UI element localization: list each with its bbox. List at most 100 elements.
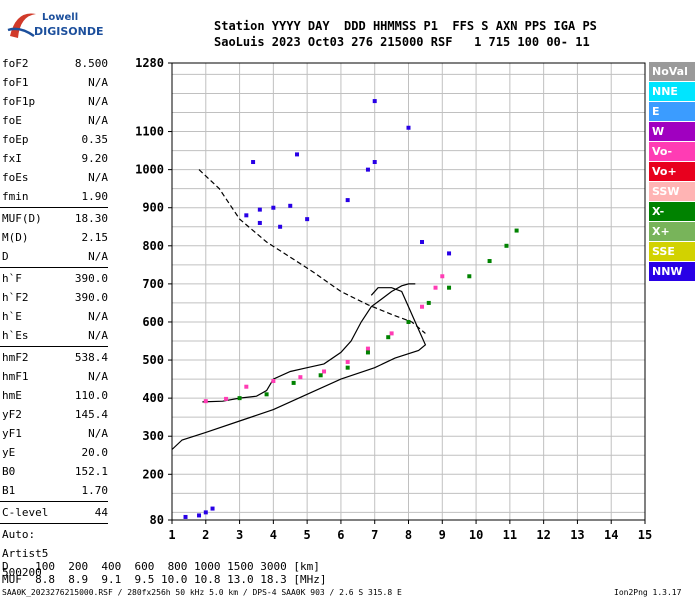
echo-point-echoes-x (264, 392, 269, 397)
y-tick-label: 1280 (135, 56, 164, 70)
auto-scaling-l3: 500200 (0, 563, 112, 582)
x-tick-label: 1 (168, 528, 175, 542)
param-row: h`Es N/A (0, 326, 112, 345)
lowell-digisonde-logo: Lowell DIGISONDE (6, 6, 106, 46)
param-separator (0, 501, 108, 502)
x-tick-label: 15 (638, 528, 652, 542)
param-row: h`E N/A (0, 307, 112, 326)
echo-point-echoes-far (372, 160, 377, 165)
echo-point-echoes-far (288, 203, 293, 208)
param-row: B0 152.1 (0, 462, 112, 481)
echo-point-echoes-x (514, 228, 519, 233)
legend-item-vo: Vo- (649, 142, 695, 161)
param-name: foEs (2, 171, 29, 184)
param-value: N/A (88, 370, 108, 383)
legend-item-vo: Vo+ (649, 162, 695, 181)
param-name: C-level (2, 506, 49, 519)
echo-point-echoes-far (372, 99, 377, 104)
param-value: 1.70 (81, 484, 109, 497)
param-row: foF1 N/A (0, 73, 112, 92)
distance-row: D 100 200 400 600 800 1000 1500 3000 [km… (2, 560, 320, 573)
x-tick-label: 4 (270, 528, 277, 542)
echo-point-echoes-x (345, 365, 350, 370)
auto-text: Artist5 (2, 547, 49, 560)
param-row: h`F 390.0 (0, 269, 112, 288)
y-tick-label: 700 (142, 277, 164, 291)
version-info: Ion2Png 1.3.17 (614, 588, 682, 597)
echo-point-echoes-o (389, 331, 394, 336)
param-value: N/A (88, 76, 108, 89)
echo-point-echoes-far (345, 198, 350, 203)
param-name: MUF(D) (2, 212, 42, 225)
param-row: hmF1 N/A (0, 367, 112, 386)
param-value: 152.1 (74, 465, 108, 478)
param-value: 538.4 (74, 351, 108, 364)
echo-point-echoes-far (406, 125, 411, 130)
auto-text: 500200 (2, 566, 42, 579)
param-value: N/A (88, 95, 108, 108)
x-tick-label: 9 (439, 528, 446, 542)
legend-item-x: X+ (649, 222, 695, 241)
logo-line1: Lowell (42, 12, 79, 23)
x-tick-label: 7 (371, 528, 378, 542)
echo-point-echoes-o (365, 346, 370, 351)
echo-point-echoes-far (203, 510, 208, 515)
y-tick-label: 1100 (135, 125, 164, 139)
echo-point-echoes-far (295, 152, 300, 157)
param-name: fxI (2, 152, 22, 165)
logo-swirl-icon (7, 13, 36, 38)
param-separator (0, 346, 108, 347)
param-name: yF2 (2, 408, 22, 421)
echo-point-echoes-x (447, 285, 452, 290)
param-name: B0 (2, 465, 16, 478)
param-row: foEs N/A (0, 168, 112, 187)
echo-point-echoes-x (426, 300, 431, 305)
param-name: hmF2 (2, 351, 29, 364)
param-row: fxI 9.20 (0, 149, 112, 168)
param-name: h`Es (2, 329, 29, 342)
param-row: h`F2 390.0 (0, 288, 112, 307)
legend-item-e: E (649, 102, 695, 121)
param-separator (0, 523, 108, 524)
file-info: SAA0K_2023276215000.RSF / 280fx256h 50 k… (2, 588, 402, 597)
param-name: h`F2 (2, 291, 29, 304)
echo-point-echoes-far (210, 506, 215, 511)
logo-line2: DIGISONDE (34, 25, 104, 38)
param-value: 390.0 (74, 272, 108, 285)
echo-point-echoes-o (433, 285, 438, 290)
auto-text: Auto: (2, 528, 36, 541)
header-values: SaoLuis 2023 Oct03 276 215000 RSF 1 715 … (214, 35, 590, 49)
x-tick-label: 10 (469, 528, 483, 542)
echo-point-echoes-o (345, 359, 350, 364)
param-value: 8.500 (74, 57, 108, 70)
echo-point-echoes-x (365, 350, 370, 355)
param-row: M(D) 2.15 (0, 228, 112, 247)
legend-item-noval: NoVal (649, 62, 695, 81)
echo-point-echoes-far (251, 160, 256, 165)
echo-point-echoes-far (271, 205, 276, 210)
echo-point-echoes-far (447, 251, 452, 256)
param-row: yF1 N/A (0, 424, 112, 443)
param-value: 1.90 (81, 190, 109, 203)
param-value: 20.0 (81, 446, 109, 459)
param-row: foF2 8.500 (0, 54, 112, 73)
echo-point-echoes-far (305, 217, 310, 222)
param-separator (0, 207, 108, 208)
param-name: foF2 (2, 57, 29, 70)
param-name: hmF1 (2, 370, 29, 383)
echo-point-echoes-x (386, 335, 391, 340)
echo-point-echoes-x (291, 380, 296, 385)
echo-point-echoes-far (183, 514, 188, 519)
legend-item-nne: NNE (649, 82, 695, 101)
scaled-parameters: foF2 8.500 foF1 N/A foF1p N/A foE N/A foEp 0.35 fx… (0, 54, 112, 582)
param-name: foEp (2, 133, 29, 146)
header-labels: Station YYYY DAY DDD HHMMSS P1 FFS S AXN… (214, 19, 597, 33)
param-row: foEp 0.35 (0, 130, 112, 149)
y-tick-label: 1000 (135, 163, 164, 177)
echo-point-echoes-far (257, 220, 262, 225)
param-name: foE (2, 114, 22, 127)
param-value: N/A (88, 310, 108, 323)
param-value: 0.35 (81, 133, 109, 146)
echo-point-echoes-o (271, 378, 276, 383)
